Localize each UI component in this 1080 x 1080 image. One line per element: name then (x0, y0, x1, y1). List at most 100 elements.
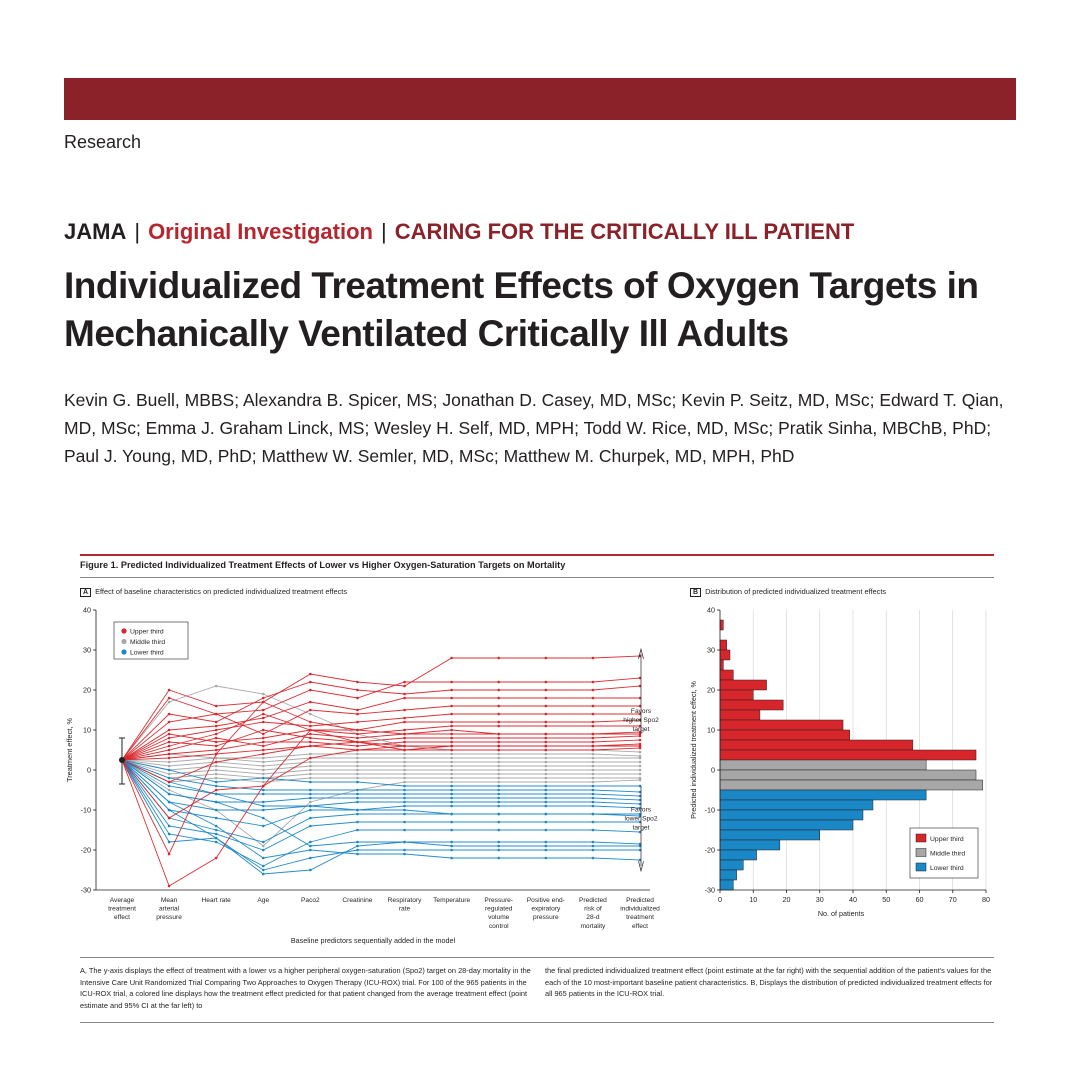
y-axis-label: Predicted individualized treatment effec… (689, 681, 698, 819)
series-point-lower (261, 848, 265, 852)
series-point-upper (403, 740, 406, 744)
series-point-middle (356, 776, 359, 780)
series-point-middle (261, 844, 265, 848)
series-point-lower (403, 800, 406, 804)
kicker-separator-2: | (380, 219, 387, 244)
series-point-middle (544, 752, 548, 756)
legend-label-upper: Upper third (130, 629, 164, 636)
series-point-upper (356, 708, 359, 712)
x-category-label: Mean arterial pressure (156, 897, 182, 921)
series-point-lower (591, 844, 595, 848)
series-point-lower (356, 780, 359, 784)
series-point-middle (356, 760, 359, 764)
figure-bottom-rule (80, 1022, 994, 1023)
series-point-lower (309, 792, 312, 796)
series-point-upper (356, 748, 359, 752)
series-point-middle (261, 692, 265, 696)
series-point-middle (356, 772, 359, 776)
x-category-label-line: Paco2 (301, 897, 320, 904)
series-point-upper (497, 688, 501, 692)
series-point-lower (497, 812, 501, 816)
article-type: Original Investigation (148, 219, 373, 244)
legend-b: Upper third Middle third Lower third (909, 827, 979, 879)
series-point-upper (356, 740, 359, 744)
series-point-lower (214, 840, 218, 844)
x-tick-label: 40 (849, 895, 857, 904)
series-point-lower (497, 828, 501, 832)
x-category-label-line: treatment (626, 914, 654, 921)
favors-lower-arrowhead (638, 861, 644, 873)
x-category-label-line: Creatinine (342, 897, 372, 904)
series-point-upper (497, 720, 501, 724)
treatment-effect-line-chart: 40 30 20 10 0 -10 -20 -30 Treatment effect, % Ave… (65, 606, 660, 946)
series-point-upper (450, 696, 453, 700)
favors-lower-text: Favors (631, 807, 652, 814)
series-point-lower (497, 804, 501, 808)
series-point-middle (450, 776, 453, 780)
series-point-lower (450, 840, 453, 844)
series-point-lower (497, 840, 501, 844)
series-point-middle (497, 768, 501, 772)
series-point-upper (214, 740, 218, 744)
series-point-lower (544, 856, 548, 860)
series-point-upper (403, 744, 406, 748)
series-point-upper (591, 720, 595, 724)
series-point-lower (497, 820, 501, 824)
legend-label-lower: Lower third (130, 650, 164, 657)
series-point-lower (309, 840, 312, 844)
series-point-upper (167, 852, 171, 856)
y-tick-label: 30 (83, 646, 91, 655)
series-point-upper (356, 728, 359, 732)
x-category-label-line: individualized (620, 906, 660, 913)
series-point-lower (403, 808, 406, 812)
figure-title: Figure 1. Predicted Individualized Treat… (80, 560, 566, 570)
series-line-upper (121, 705, 640, 761)
series-point-lower (309, 848, 312, 852)
series-point-upper (544, 712, 548, 716)
x-category-label-line: Mean (161, 897, 178, 904)
histogram-bar-upper (719, 679, 767, 691)
series-point-lower (261, 816, 265, 820)
series-point-lower (403, 788, 406, 792)
series-point-lower (544, 800, 548, 804)
x-category-label: Positive end-expiratory pressure (527, 897, 565, 921)
series-point-middle (214, 756, 218, 760)
series-point-upper (638, 742, 642, 746)
series-point-upper (309, 688, 312, 692)
series-point-lower (356, 852, 359, 856)
series-point-upper (214, 704, 218, 708)
histogram-bar-upper (719, 649, 731, 661)
series-point-upper (167, 748, 171, 752)
series-point-upper (167, 740, 171, 744)
series-point-upper (591, 656, 595, 660)
series-point-upper (214, 724, 218, 728)
series-point-middle (638, 756, 642, 760)
series-point-lower (450, 828, 453, 832)
histogram-bar-upper (719, 719, 844, 731)
series-point-middle (450, 780, 453, 784)
series-point-lower (309, 824, 312, 828)
series-point-middle (638, 772, 642, 776)
series-point-upper (261, 744, 265, 748)
series-point-upper (450, 688, 453, 692)
series-point-middle (214, 772, 218, 776)
series-point-lower (309, 856, 312, 860)
series-point-upper (309, 736, 312, 740)
series-point-upper (214, 788, 218, 792)
series-point-middle (544, 764, 548, 768)
series-point-upper (497, 680, 501, 684)
x-category-label: Paco2 (301, 897, 320, 904)
series-point-upper (214, 732, 218, 736)
series-point-upper (356, 688, 359, 692)
x-category-label-line: expiratory (531, 906, 561, 913)
series-point-middle (356, 764, 359, 768)
panel-b-letter: B (690, 588, 702, 597)
series-line-lower (121, 759, 640, 871)
series-line-middle (121, 685, 641, 761)
series-point-lower (591, 788, 595, 792)
series-point-upper (591, 724, 595, 728)
legend-a: Upper third Middle third Lower third (113, 621, 189, 660)
series-point-middle (214, 776, 218, 780)
series-point-lower (450, 856, 453, 860)
